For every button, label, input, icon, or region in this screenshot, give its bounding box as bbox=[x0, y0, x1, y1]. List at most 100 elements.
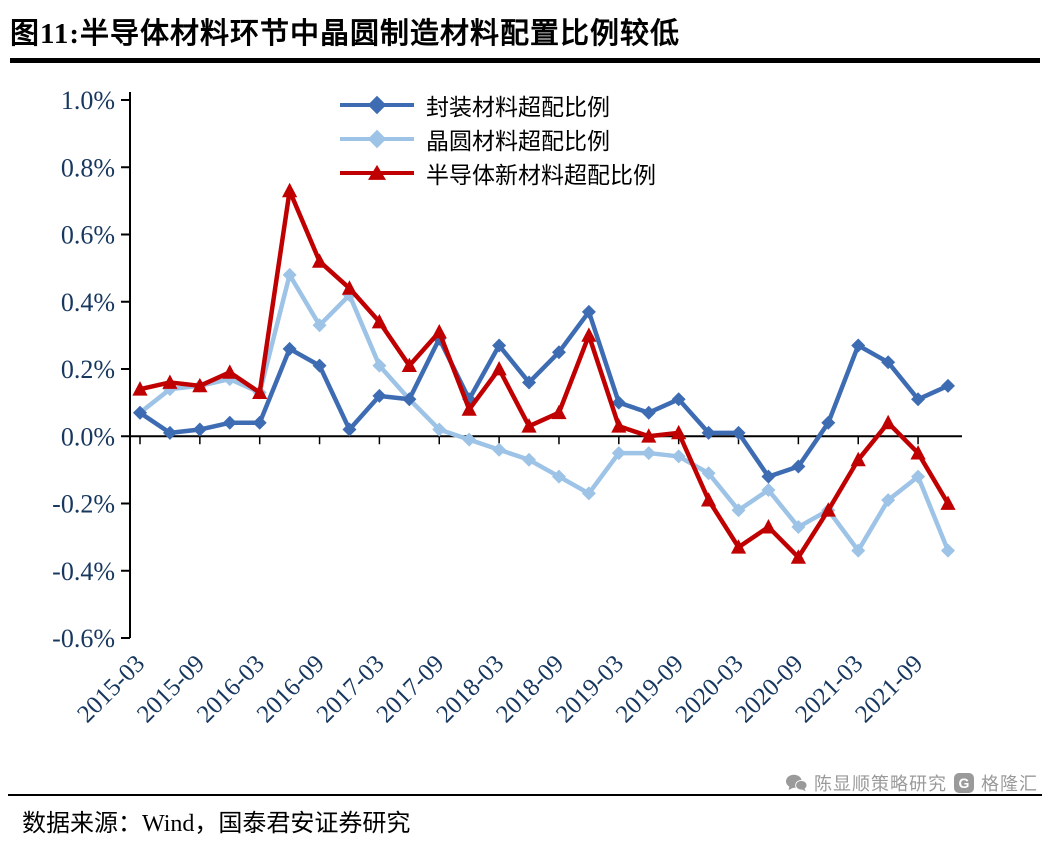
series-2-triangle-marker bbox=[611, 418, 627, 433]
legend-item-new-semiconductor-materials: 半导体新材料超配比例 bbox=[340, 158, 656, 188]
series-2-triangle-marker bbox=[282, 182, 298, 198]
series-1-diamond-marker bbox=[761, 483, 776, 498]
y-axis-tick-label: 0.6% bbox=[61, 221, 115, 250]
series-2-triangle-marker bbox=[491, 361, 507, 376]
series-0-diamond-marker bbox=[402, 392, 417, 407]
y-axis-tick-label: -0.4% bbox=[52, 557, 115, 586]
series-1-diamond-marker bbox=[522, 452, 537, 467]
series-0-diamond-marker bbox=[342, 422, 357, 437]
series-0-diamond-marker bbox=[791, 459, 806, 474]
legend-line-sample bbox=[340, 95, 414, 115]
series-1-diamond-marker bbox=[671, 449, 686, 464]
y-axis-tick-label: 0.4% bbox=[61, 288, 115, 317]
diamond-marker-icon bbox=[367, 129, 387, 149]
series-2-triangle-marker bbox=[700, 492, 717, 507]
series-1-diamond-marker bbox=[312, 318, 327, 333]
series-2-triangle-marker bbox=[162, 374, 178, 389]
series-2-triangle-marker bbox=[850, 451, 866, 467]
series-1-diamond-marker bbox=[851, 543, 866, 558]
series-0-diamond-marker bbox=[911, 392, 926, 407]
series-line-1 bbox=[137, 272, 951, 553]
series-0-diamond-marker bbox=[551, 345, 566, 360]
series-2-triangle-marker bbox=[581, 327, 597, 342]
legend-line-sample bbox=[340, 164, 414, 180]
series-2-triangle-marker bbox=[521, 418, 537, 433]
gelonghui-logo-icon: G bbox=[954, 773, 974, 793]
series-0-diamond-marker bbox=[881, 355, 896, 370]
diamond-marker-icon bbox=[367, 95, 387, 115]
series-0-diamond-marker bbox=[372, 388, 387, 403]
series-1-diamond-marker bbox=[462, 432, 477, 447]
series-0-diamond-marker bbox=[701, 425, 716, 440]
series-2-triangle-marker bbox=[252, 384, 268, 399]
series-0-diamond-marker bbox=[252, 415, 267, 430]
series-0-diamond-marker bbox=[611, 395, 626, 410]
y-axis-tick-label: 0.2% bbox=[61, 355, 115, 384]
watermark: 陈显顺策略研究 G 格隆汇 bbox=[786, 770, 1038, 796]
series-0-diamond-marker bbox=[731, 425, 746, 440]
legend-label: 晶圆材料超配比例 bbox=[426, 129, 610, 154]
series-2-triangle-marker bbox=[820, 502, 836, 517]
triangle-marker-icon bbox=[368, 164, 386, 180]
footer-divider bbox=[8, 794, 1042, 796]
series-2-triangle-marker bbox=[730, 539, 747, 554]
y-axis-tick-label: -0.2% bbox=[52, 490, 115, 519]
y-axis-tick-label: -0.6% bbox=[52, 624, 115, 653]
series-0-diamond-marker bbox=[162, 425, 177, 440]
series-1-diamond-marker bbox=[941, 543, 955, 558]
series-2-triangle-marker bbox=[790, 549, 806, 564]
series-1-diamond-marker bbox=[731, 503, 746, 518]
chat-bubbles-icon bbox=[786, 774, 807, 792]
series-0-diamond-marker bbox=[192, 422, 207, 437]
figure-header: 图11:半导体材料环节中晶圆制造材料配置比例较低 bbox=[10, 6, 1040, 63]
series-line-0 bbox=[137, 309, 951, 479]
watermark-account: 陈显顺策略研究 bbox=[814, 774, 947, 794]
series-1-diamond-marker bbox=[701, 466, 716, 481]
legend-item-wafer-materials: 晶圆材料超配比例 bbox=[340, 124, 656, 154]
series-line-2 bbox=[137, 188, 951, 560]
series-2-triangle-marker bbox=[132, 381, 148, 396]
series-0-diamond-marker bbox=[581, 304, 596, 319]
series-0-diamond-marker bbox=[522, 375, 537, 390]
line-chart: 1.0% 0.8% 0.6% 0.4% 0.2% 0.0% -0.2% -0.4% -0.6% 2… bbox=[52, 86, 962, 728]
series-0-diamond-marker bbox=[641, 405, 656, 420]
series-2-triangle-marker bbox=[192, 377, 208, 393]
legend-label: 半导体新材料超配比例 bbox=[426, 163, 656, 188]
series-1-diamond-marker bbox=[372, 358, 387, 373]
y-axis-tick-label: 0.0% bbox=[61, 422, 115, 451]
legend-label: 封装材料超配比例 bbox=[426, 95, 610, 120]
series-2-triangle-marker bbox=[880, 414, 896, 430]
series-2-triangle-marker bbox=[431, 324, 447, 339]
y-axis-tick-label: 0.8% bbox=[61, 153, 115, 182]
series-1-diamond-marker bbox=[791, 520, 806, 535]
legend-item-packaging-materials: 封装材料超配比例 bbox=[340, 90, 656, 120]
series-2-triangle-marker bbox=[940, 495, 956, 510]
data-source: 数据来源：Wind，国泰君安证券研究 bbox=[22, 811, 411, 837]
chart-legend: 封装材料超配比例 晶圆材料超配比例 半导体新材料超配比例 bbox=[340, 90, 656, 188]
series-1-diamond-marker bbox=[551, 469, 566, 484]
series-1-diamond-marker bbox=[881, 493, 896, 508]
series-2-triangle-marker bbox=[551, 404, 567, 420]
watermark-platform: 格隆汇 bbox=[981, 774, 1038, 794]
series-1-diamond-marker bbox=[581, 486, 596, 501]
x-axis-tick-label: 2021-09 bbox=[850, 650, 928, 728]
series-0-diamond-marker bbox=[941, 378, 955, 393]
series-0-diamond-marker bbox=[821, 415, 836, 430]
series-0-diamond-marker bbox=[671, 392, 686, 407]
series-2-triangle-marker bbox=[910, 445, 926, 460]
series-2-triangle-marker bbox=[222, 364, 238, 379]
series-0-diamond-marker bbox=[492, 338, 507, 353]
series-2-triangle-marker bbox=[311, 253, 328, 268]
legend-line-sample bbox=[340, 129, 414, 149]
series-1-diamond-marker bbox=[911, 469, 926, 484]
series-0-diamond-marker bbox=[761, 469, 776, 484]
figure-title: 图11:半导体材料环节中晶圆制造材料配置比例较低 bbox=[10, 18, 681, 50]
series-0-diamond-marker bbox=[312, 358, 327, 373]
series-0-diamond-marker bbox=[282, 341, 297, 356]
series-1-diamond-marker bbox=[641, 446, 656, 461]
series-0-diamond-marker bbox=[222, 415, 237, 430]
series-1-diamond-marker bbox=[492, 442, 507, 457]
series-2-triangle-marker bbox=[341, 280, 358, 295]
series-2-triangle-marker bbox=[641, 428, 657, 443]
series-2-triangle-marker bbox=[401, 357, 417, 373]
